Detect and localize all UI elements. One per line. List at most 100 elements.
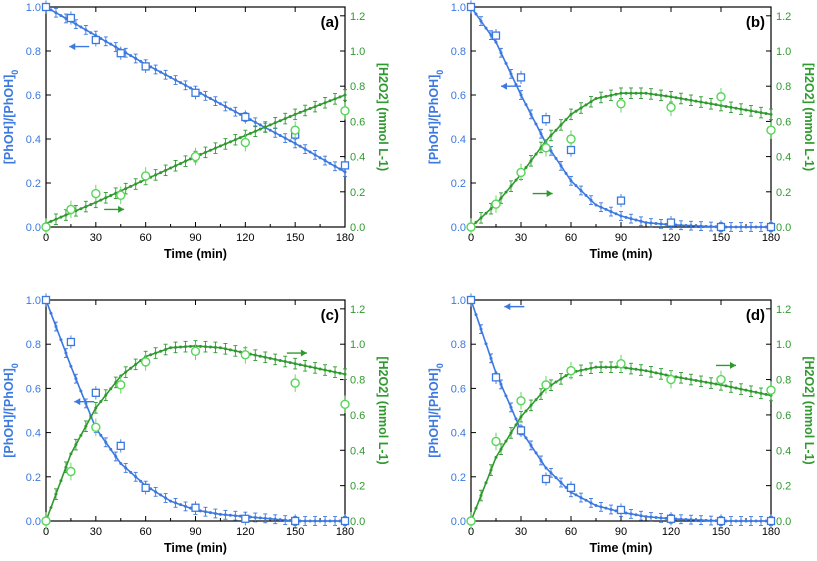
- phoh-model-point: [248, 118, 252, 122]
- phoh-measured-square: [541, 474, 551, 484]
- h2o2-model-point: [49, 219, 53, 223]
- h2o2-measured-circle: [766, 385, 776, 395]
- phoh-model-point: [564, 171, 568, 175]
- y-left-tick-label: 0.0: [26, 516, 41, 528]
- h2o2-model-point: [514, 423, 518, 427]
- phoh-model-point: [644, 221, 648, 225]
- h2o2-model-point: [149, 353, 153, 357]
- x-tick-label: 150: [286, 232, 304, 244]
- h2o2-model-point: [99, 399, 103, 403]
- h2o2-model-point: [484, 481, 488, 485]
- phoh-measured-square: [116, 441, 125, 451]
- phoh-measured-square: [766, 516, 776, 526]
- h2o2-model-point: [208, 148, 212, 152]
- phoh-model-point: [694, 518, 698, 522]
- phoh-measured-square: [141, 483, 150, 493]
- y-left-tick-label: 0.6: [26, 383, 41, 395]
- phoh-model-point: [524, 103, 528, 107]
- h2o2-axis-arrow-head: [118, 205, 125, 213]
- phoh-model-point: [484, 26, 488, 30]
- phoh-model-point: [704, 518, 708, 522]
- h2o2-model-point: [129, 366, 133, 370]
- phoh-model-point: [198, 91, 202, 95]
- phoh-measured-square: [566, 483, 576, 493]
- h2o2-model-point: [179, 345, 183, 349]
- phoh-model-point: [298, 519, 302, 523]
- y-left-tick-label: 0.6: [451, 90, 466, 102]
- x-tick-label: 150: [286, 526, 304, 538]
- phoh-measured-square: [466, 2, 476, 12]
- chart-panel-a: 0 30 60 90 120 150 1800.00.20.40.60.81.00.00.2…: [2, 0, 390, 261]
- phoh-model-point: [169, 499, 173, 503]
- h2o2-model-point: [694, 378, 698, 382]
- h2o2-model-point: [258, 127, 262, 131]
- phoh-model-point: [534, 451, 538, 455]
- y-left-tick-label: 0.0: [451, 222, 466, 234]
- phoh-model-point: [308, 519, 312, 523]
- h2o2-model-point: [99, 198, 103, 202]
- phoh-model-point: [534, 122, 538, 126]
- phoh-model-point: [238, 514, 242, 518]
- h2o2-model-point: [754, 110, 758, 114]
- chart-panel-d: 0 30 60 90 120 150 1800.00.20.40.60.81.00.00.2…: [427, 293, 816, 555]
- phoh-model-point: [228, 513, 232, 517]
- phoh-model-point: [139, 59, 143, 63]
- phoh-model-point: [764, 519, 768, 523]
- h2o2-measured-circle: [240, 350, 251, 360]
- h2o2-model-point: [298, 110, 302, 114]
- h2o2-measured-circle: [766, 125, 776, 135]
- y-left-tick-label: 0.4: [451, 428, 466, 440]
- y-right-tick-label: 0.2: [350, 187, 365, 199]
- h2o2-measured-circle: [190, 346, 201, 356]
- h2o2-model-point: [704, 101, 708, 105]
- phoh-model-point: [524, 436, 528, 440]
- h2o2-model-point: [714, 103, 718, 107]
- y-left-tick-label: 0.2: [26, 472, 41, 484]
- chart-panel-c: 0 30 60 90 120 150 1800.00.20.40.60.81.00.00.2…: [2, 293, 390, 555]
- h2o2-measured-circle: [566, 366, 576, 376]
- x-tick-label: 120: [662, 526, 680, 538]
- phoh-model-point: [258, 123, 262, 127]
- phoh-model-point: [724, 519, 728, 523]
- x-tick-label: 60: [140, 526, 152, 538]
- y-left-axis-title-main: [PhOH]/[PhOH]: [2, 75, 16, 165]
- phoh-model-point: [288, 139, 292, 143]
- h2o2-model-point: [179, 161, 183, 165]
- phoh-model-point: [278, 518, 282, 522]
- phoh-model-point: [664, 516, 668, 520]
- phoh-model-point: [474, 313, 478, 317]
- h2o2-measured-circle: [466, 516, 476, 526]
- y-left-axis-title-sub: 0: [10, 70, 20, 75]
- phoh-model-point: [764, 225, 768, 229]
- h2o2-model-point: [109, 193, 113, 197]
- phoh-model-point: [149, 487, 153, 491]
- phoh-model-point: [308, 150, 312, 154]
- phoh-model-point: [514, 82, 518, 86]
- phoh-model-point: [664, 222, 668, 226]
- phoh-model-point: [208, 97, 212, 101]
- h2o2-model-point: [514, 178, 518, 182]
- phoh-model-point: [544, 466, 548, 470]
- phoh-model-point: [99, 433, 103, 437]
- y-left-tick-label: 1.0: [451, 295, 466, 307]
- y-right-tick-label: 0.8: [776, 375, 791, 387]
- h2o2-model-line: [45, 345, 346, 522]
- y-left-tick-label: 0.2: [451, 472, 466, 484]
- phoh-model-point: [298, 144, 302, 148]
- h2o2-model-point: [49, 506, 53, 510]
- h2o2-measured-circle: [716, 92, 726, 102]
- phoh-measured-square: [66, 13, 76, 23]
- h2o2-model-point: [644, 91, 648, 95]
- phoh-model-point: [714, 519, 718, 523]
- phoh-measured-square: [241, 514, 250, 523]
- y-right-axis-title: [H2O2] (mmol L-1): [376, 356, 390, 464]
- y-right-tick-label: 1.0: [776, 339, 791, 351]
- phoh-model-point: [189, 506, 193, 510]
- phoh-model-point: [129, 470, 133, 474]
- phoh-model-point: [564, 485, 568, 489]
- phoh-measured-square: [616, 196, 626, 205]
- h2o2-model-point: [208, 345, 212, 349]
- phoh-model-point: [754, 519, 758, 523]
- h2o2-model-point: [754, 390, 758, 394]
